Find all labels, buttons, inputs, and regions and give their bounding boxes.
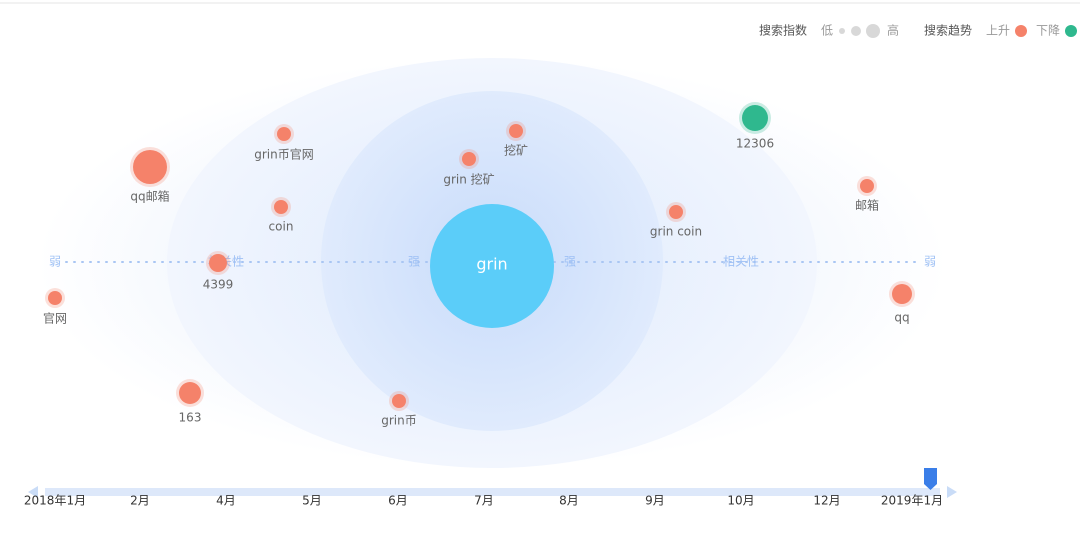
legend-low: 低	[821, 24, 833, 38]
legend-dot	[1015, 25, 1027, 37]
node-label: grin币	[381, 414, 417, 428]
axis-label: 强	[408, 255, 420, 269]
node-bubble[interactable]	[179, 382, 201, 404]
timeline-label: 4月	[216, 494, 236, 508]
node-label: grin币官网	[254, 147, 314, 162]
legend-dot	[1065, 25, 1077, 37]
axis-label: 相关性	[723, 255, 759, 269]
node-label: grin 挖矿	[443, 172, 494, 187]
timeline-label: 6月	[388, 494, 408, 508]
legend-dot	[839, 28, 845, 34]
axis-label: 强	[564, 255, 576, 269]
node-bubble[interactable]	[274, 200, 288, 214]
timeline-label: 5月	[302, 494, 322, 508]
node-label: grin coin	[650, 225, 702, 239]
timeline-label: 7月	[474, 494, 494, 508]
legend-dot	[851, 26, 861, 36]
timeline-label: 2月	[130, 494, 150, 508]
node-label: 163	[179, 411, 202, 425]
node-label: qq邮箱	[130, 189, 169, 204]
node-label: 4399	[203, 278, 234, 292]
timeline-label: 8月	[559, 494, 579, 508]
timeline-label: 10月	[727, 494, 754, 508]
node-label: coin	[269, 220, 294, 234]
node-bubble[interactable]	[277, 127, 291, 141]
node-bubble[interactable]	[462, 152, 476, 166]
node-bubble[interactable]	[742, 105, 768, 131]
axis-label: 弱	[924, 255, 936, 269]
timeline-label: 12月	[813, 494, 840, 508]
legend-title: 搜索趋势	[924, 23, 972, 38]
legend-dot	[866, 24, 880, 38]
timeline-label: 2018年1月	[24, 494, 86, 508]
legend-rise: 上升	[986, 24, 1010, 38]
node-label: 邮箱	[855, 198, 879, 213]
node-label: qq	[894, 311, 909, 325]
node-bubble[interactable]	[669, 205, 683, 219]
legend-fall: 下降	[1036, 24, 1060, 38]
timeline-prev[interactable]	[28, 486, 38, 498]
legend-high: 高	[887, 23, 899, 38]
node-bubble[interactable]	[209, 254, 227, 272]
timeline-track[interactable]	[45, 488, 940, 496]
node-label: 12306	[736, 137, 774, 151]
axis-label: 弱	[49, 255, 61, 269]
timeline-labels: 2018年1月 2月 4月 5月 6月 7月 8月 9月 10月 12月 2019年1月	[24, 494, 943, 508]
node-bubble[interactable]	[48, 291, 62, 305]
node-bubble[interactable]	[133, 150, 167, 184]
node-label: 官网	[43, 311, 67, 326]
node-label: 挖矿	[504, 143, 528, 158]
timeline-next[interactable]	[947, 486, 957, 498]
node-bubble[interactable]	[860, 179, 874, 193]
center-bubble[interactable]	[430, 204, 554, 328]
node-bubble[interactable]	[509, 124, 523, 138]
center-label: grin	[476, 255, 507, 274]
node-bubble[interactable]	[892, 284, 912, 304]
timeline-label: 9月	[645, 494, 665, 508]
node-bubble[interactable]	[392, 394, 406, 408]
timeline-label: 2019年1月	[881, 494, 943, 508]
timeline-handle[interactable]	[924, 468, 937, 490]
legend-title: 搜索指数	[759, 23, 807, 38]
